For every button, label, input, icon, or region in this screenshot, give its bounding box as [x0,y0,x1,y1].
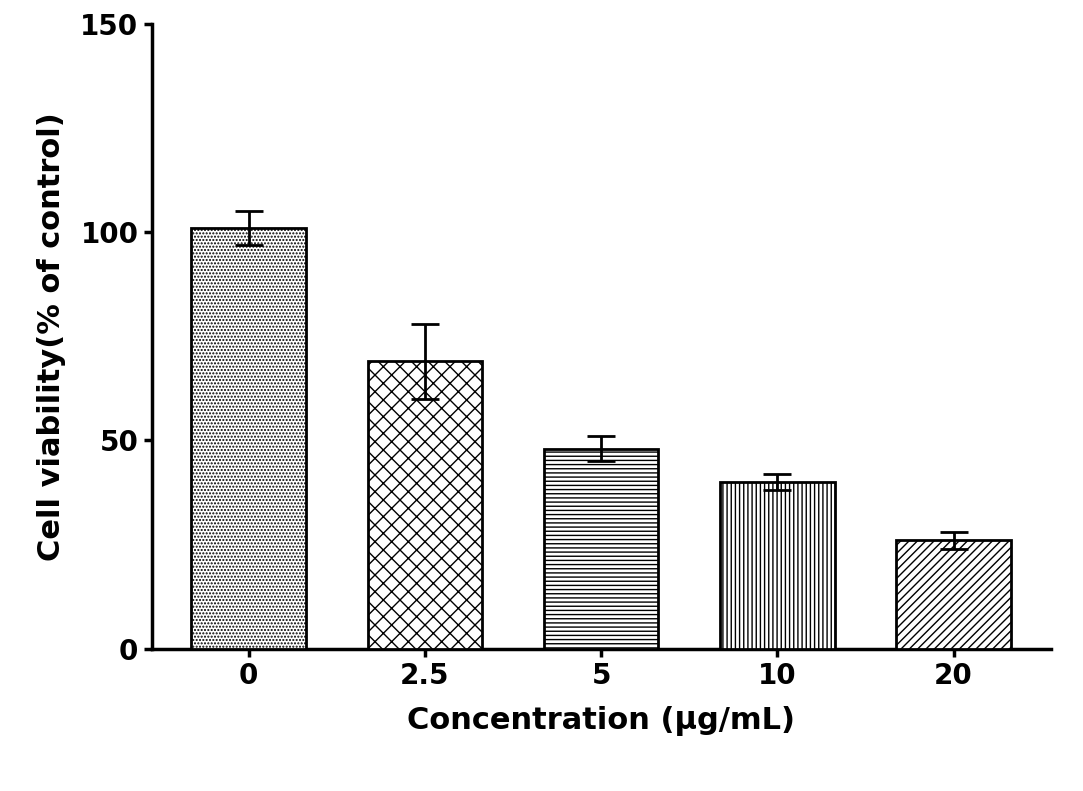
Bar [720,482,835,649]
X-axis label: Concentration (μg/mL): Concentration (μg/mL) [407,706,795,736]
Bar [544,448,658,649]
Bar [897,540,1010,649]
Bar [192,228,305,649]
Y-axis label: Cell viability(% of control): Cell viability(% of control) [38,112,66,561]
Bar [367,361,482,649]
